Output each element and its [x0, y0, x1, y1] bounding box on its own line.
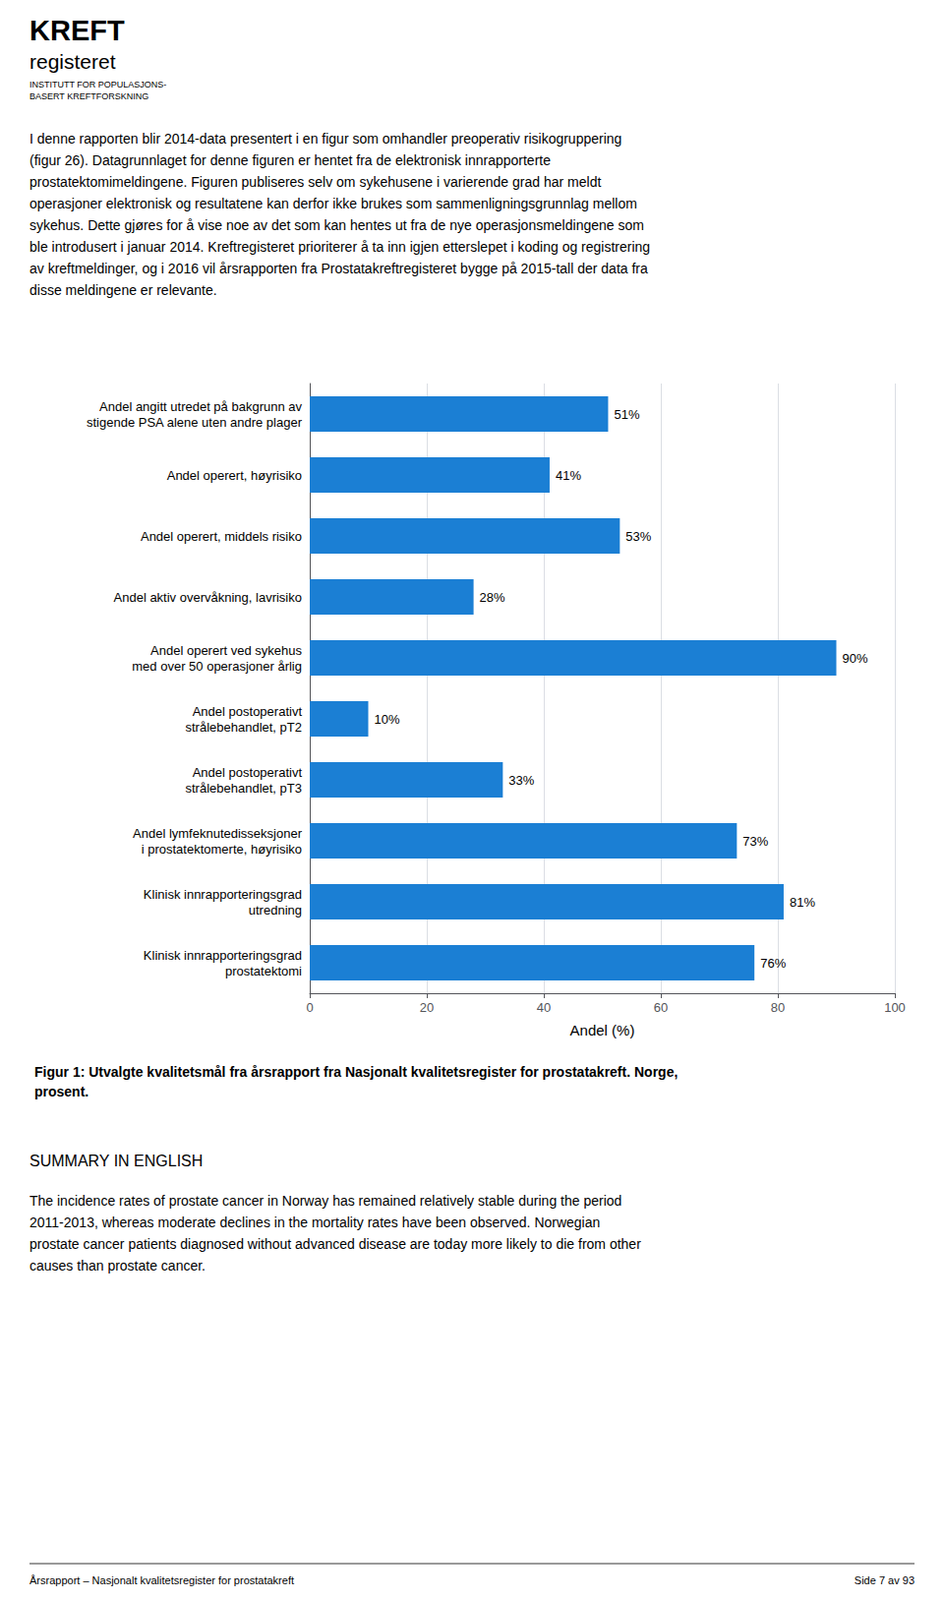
svg-text:0: 0	[305, 1000, 313, 1015]
svg-text:Andel operert ved sykehus: Andel operert ved sykehus	[150, 643, 302, 658]
svg-text:prostate cancer patients diagn: prostate cancer patients diagnosed witho…	[29, 1236, 642, 1252]
svg-text:2011-2013, whereas moderate de: 2011-2013, whereas moderate declines in …	[29, 1214, 600, 1231]
svg-text:utredning: utredning	[248, 902, 302, 918]
svg-text:10%: 10%	[374, 711, 401, 727]
svg-text:41%: 41%	[555, 468, 582, 483]
svg-text:causes than prostate cancer.: causes than prostate cancer.	[29, 1257, 206, 1274]
svg-text:SUMMARY IN ENGLISH: SUMMARY IN ENGLISH	[29, 1152, 203, 1170]
svg-text:73%: 73%	[742, 833, 768, 849]
svg-text:disse meldingene er relevante.: disse meldingene er relevante.	[29, 282, 218, 298]
svg-text:Årsrapport – Nasjonalt kvalite: Årsrapport – Nasjonalt kvalitetsregister…	[29, 1574, 295, 1587]
svg-text:strålebehandlet, pT3: strålebehandlet, pT3	[184, 780, 302, 796]
svg-text:Klinisk innrapporteringsgrad: Klinisk innrapporteringsgrad	[143, 886, 302, 902]
svg-text:33%: 33%	[508, 772, 534, 788]
svg-text:Andel (%): Andel (%)	[570, 1021, 636, 1039]
svg-text:I denne rapporten blir 2014-da: I denne rapporten blir 2014-data present…	[29, 130, 622, 147]
svg-text:operasjoner elektronisk og res: operasjoner elektronisk og resultatene k…	[29, 195, 638, 212]
svg-text:Andel operert, middels risiko: Andel operert, middels risiko	[140, 529, 302, 544]
svg-text:Andel lymfeknutedisseksjoner: Andel lymfeknutedisseksjoner	[132, 826, 303, 841]
svg-text:53%: 53%	[625, 529, 651, 544]
svg-text:Figur 1: Utvalgte kvalitetsmål: Figur 1: Utvalgte kvalitetsmål fra årsra…	[34, 1063, 678, 1080]
svg-text:80: 80	[770, 1000, 785, 1015]
svg-text:prostatektomi: prostatektomi	[225, 963, 302, 979]
svg-text:76%: 76%	[760, 955, 786, 971]
svg-text:51%: 51%	[613, 407, 640, 422]
svg-text:28%: 28%	[479, 590, 506, 605]
svg-text:The incidence rates of prostat: The incidence rates of prostate cancer i…	[29, 1192, 622, 1209]
svg-text:Andel angitt utredet på bakgru: Andel angitt utredet på bakgrunn av	[99, 399, 302, 414]
svg-text:prostatektomimeldingene. Figur: prostatektomimeldingene. Figuren publise…	[29, 174, 601, 190]
svg-text:prosent.: prosent.	[34, 1083, 89, 1100]
svg-text:av kreftmeldinger, og i 2016 v: av kreftmeldinger, og i 2016 vil årsrapp…	[29, 260, 649, 277]
svg-text:81%: 81%	[789, 894, 816, 910]
svg-text:Andel operert, høyrisiko: Andel operert, høyrisiko	[167, 468, 302, 483]
svg-text:stigende PSA alene uten andre: stigende PSA alene uten andre plager	[86, 414, 303, 430]
svg-text:90%: 90%	[842, 650, 869, 666]
svg-text:sykehus. Dette gjøres for å vi: sykehus. Dette gjøres for å vise noe av …	[29, 217, 645, 234]
svg-text:registeret: registeret	[29, 50, 117, 73]
svg-text:KREFT: KREFT	[29, 14, 125, 47]
svg-text:40: 40	[536, 1000, 551, 1015]
svg-text:Side 7 av 93: Side 7 av 93	[854, 1574, 915, 1587]
svg-text:60: 60	[653, 1000, 668, 1015]
svg-text:med over 50 operasjoner årlig: med over 50 operasjoner årlig	[131, 658, 302, 674]
svg-text:ble introdusert i januar 2014.: ble introdusert i januar 2014. Kreftregi…	[29, 238, 650, 255]
svg-text:BASERT KREFTFORSKNING: BASERT KREFTFORSKNING	[29, 91, 149, 102]
svg-text:(figur 26). Datagrunnlaget for: (figur 26). Datagrunnlaget for denne fig…	[29, 152, 551, 169]
svg-text:strålebehandlet, pT2: strålebehandlet, pT2	[184, 719, 302, 735]
svg-text:100: 100	[884, 1000, 906, 1015]
svg-text:Andel postoperativt: Andel postoperativt	[192, 704, 303, 719]
svg-text:Andel postoperativt: Andel postoperativt	[192, 765, 303, 780]
svg-text:20: 20	[419, 1000, 434, 1015]
svg-text:Andel aktiv overvåkning, lavri: Andel aktiv overvåkning, lavrisiko	[114, 590, 302, 605]
svg-text:i prostatektomerte, høyrisiko: i prostatektomerte, høyrisiko	[141, 841, 302, 857]
svg-text:INSTITUTT FOR POPULASJONS-: INSTITUTT FOR POPULASJONS-	[29, 79, 167, 90]
svg-text:Klinisk innrapporteringsgrad: Klinisk innrapporteringsgrad	[143, 947, 302, 963]
